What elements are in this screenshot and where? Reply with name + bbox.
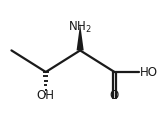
Text: NH$_2$: NH$_2$ [68, 20, 92, 36]
Polygon shape [77, 24, 84, 50]
Text: HO: HO [140, 66, 158, 78]
Text: OH: OH [37, 89, 55, 102]
Text: O: O [110, 89, 119, 102]
